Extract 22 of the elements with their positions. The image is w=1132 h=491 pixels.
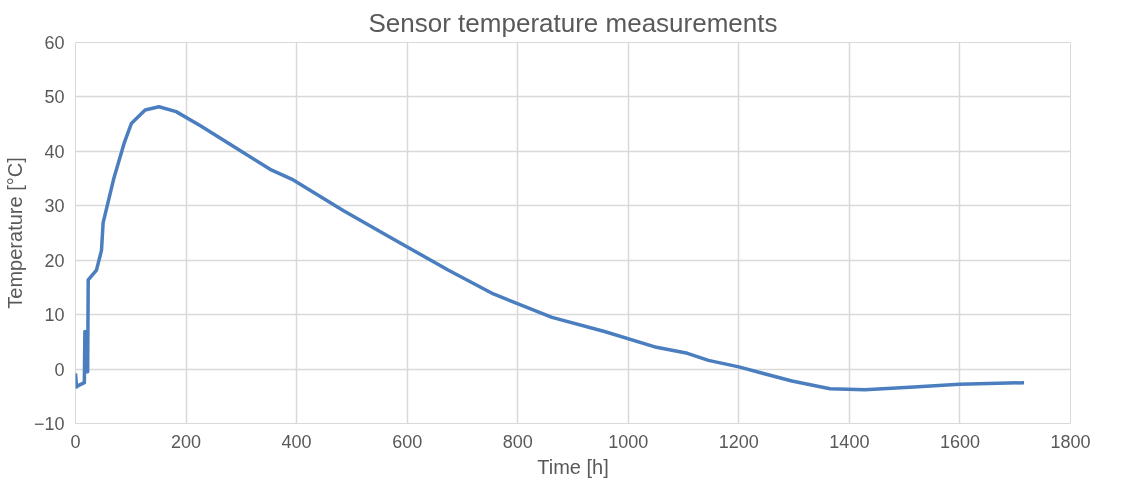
x-tick-label: 1400	[829, 431, 870, 452]
x-tick-label: 1200	[718, 431, 759, 452]
x-tick-label: 1000	[608, 431, 649, 452]
y-axis-title: Temperature [°C]	[3, 157, 26, 309]
y-tick-label: −10	[33, 414, 65, 434]
x-tick-label: 0	[70, 431, 81, 452]
x-tick-label: 1800	[1050, 431, 1091, 452]
y-tick-label: 0	[54, 359, 65, 380]
x-tick-label: 400	[281, 431, 312, 452]
line-series	[75, 104, 1026, 392]
y-tick-label: 20	[44, 250, 65, 271]
y-tick-label: 40	[44, 141, 65, 162]
x-tick-label: 200	[171, 431, 202, 452]
y-tick-label: 10	[44, 305, 65, 326]
y-tick-label: 60	[44, 33, 65, 53]
x-tick-label: 1600	[939, 431, 980, 452]
x-tick-label: 800	[502, 431, 533, 452]
y-tick-label: 30	[44, 196, 65, 217]
x-axis-title: Time [h]	[537, 455, 609, 478]
x-tick-label: 600	[392, 431, 423, 452]
chart-title: Sensor temperature measurements	[368, 7, 778, 38]
y-tick-label: 50	[44, 87, 65, 108]
